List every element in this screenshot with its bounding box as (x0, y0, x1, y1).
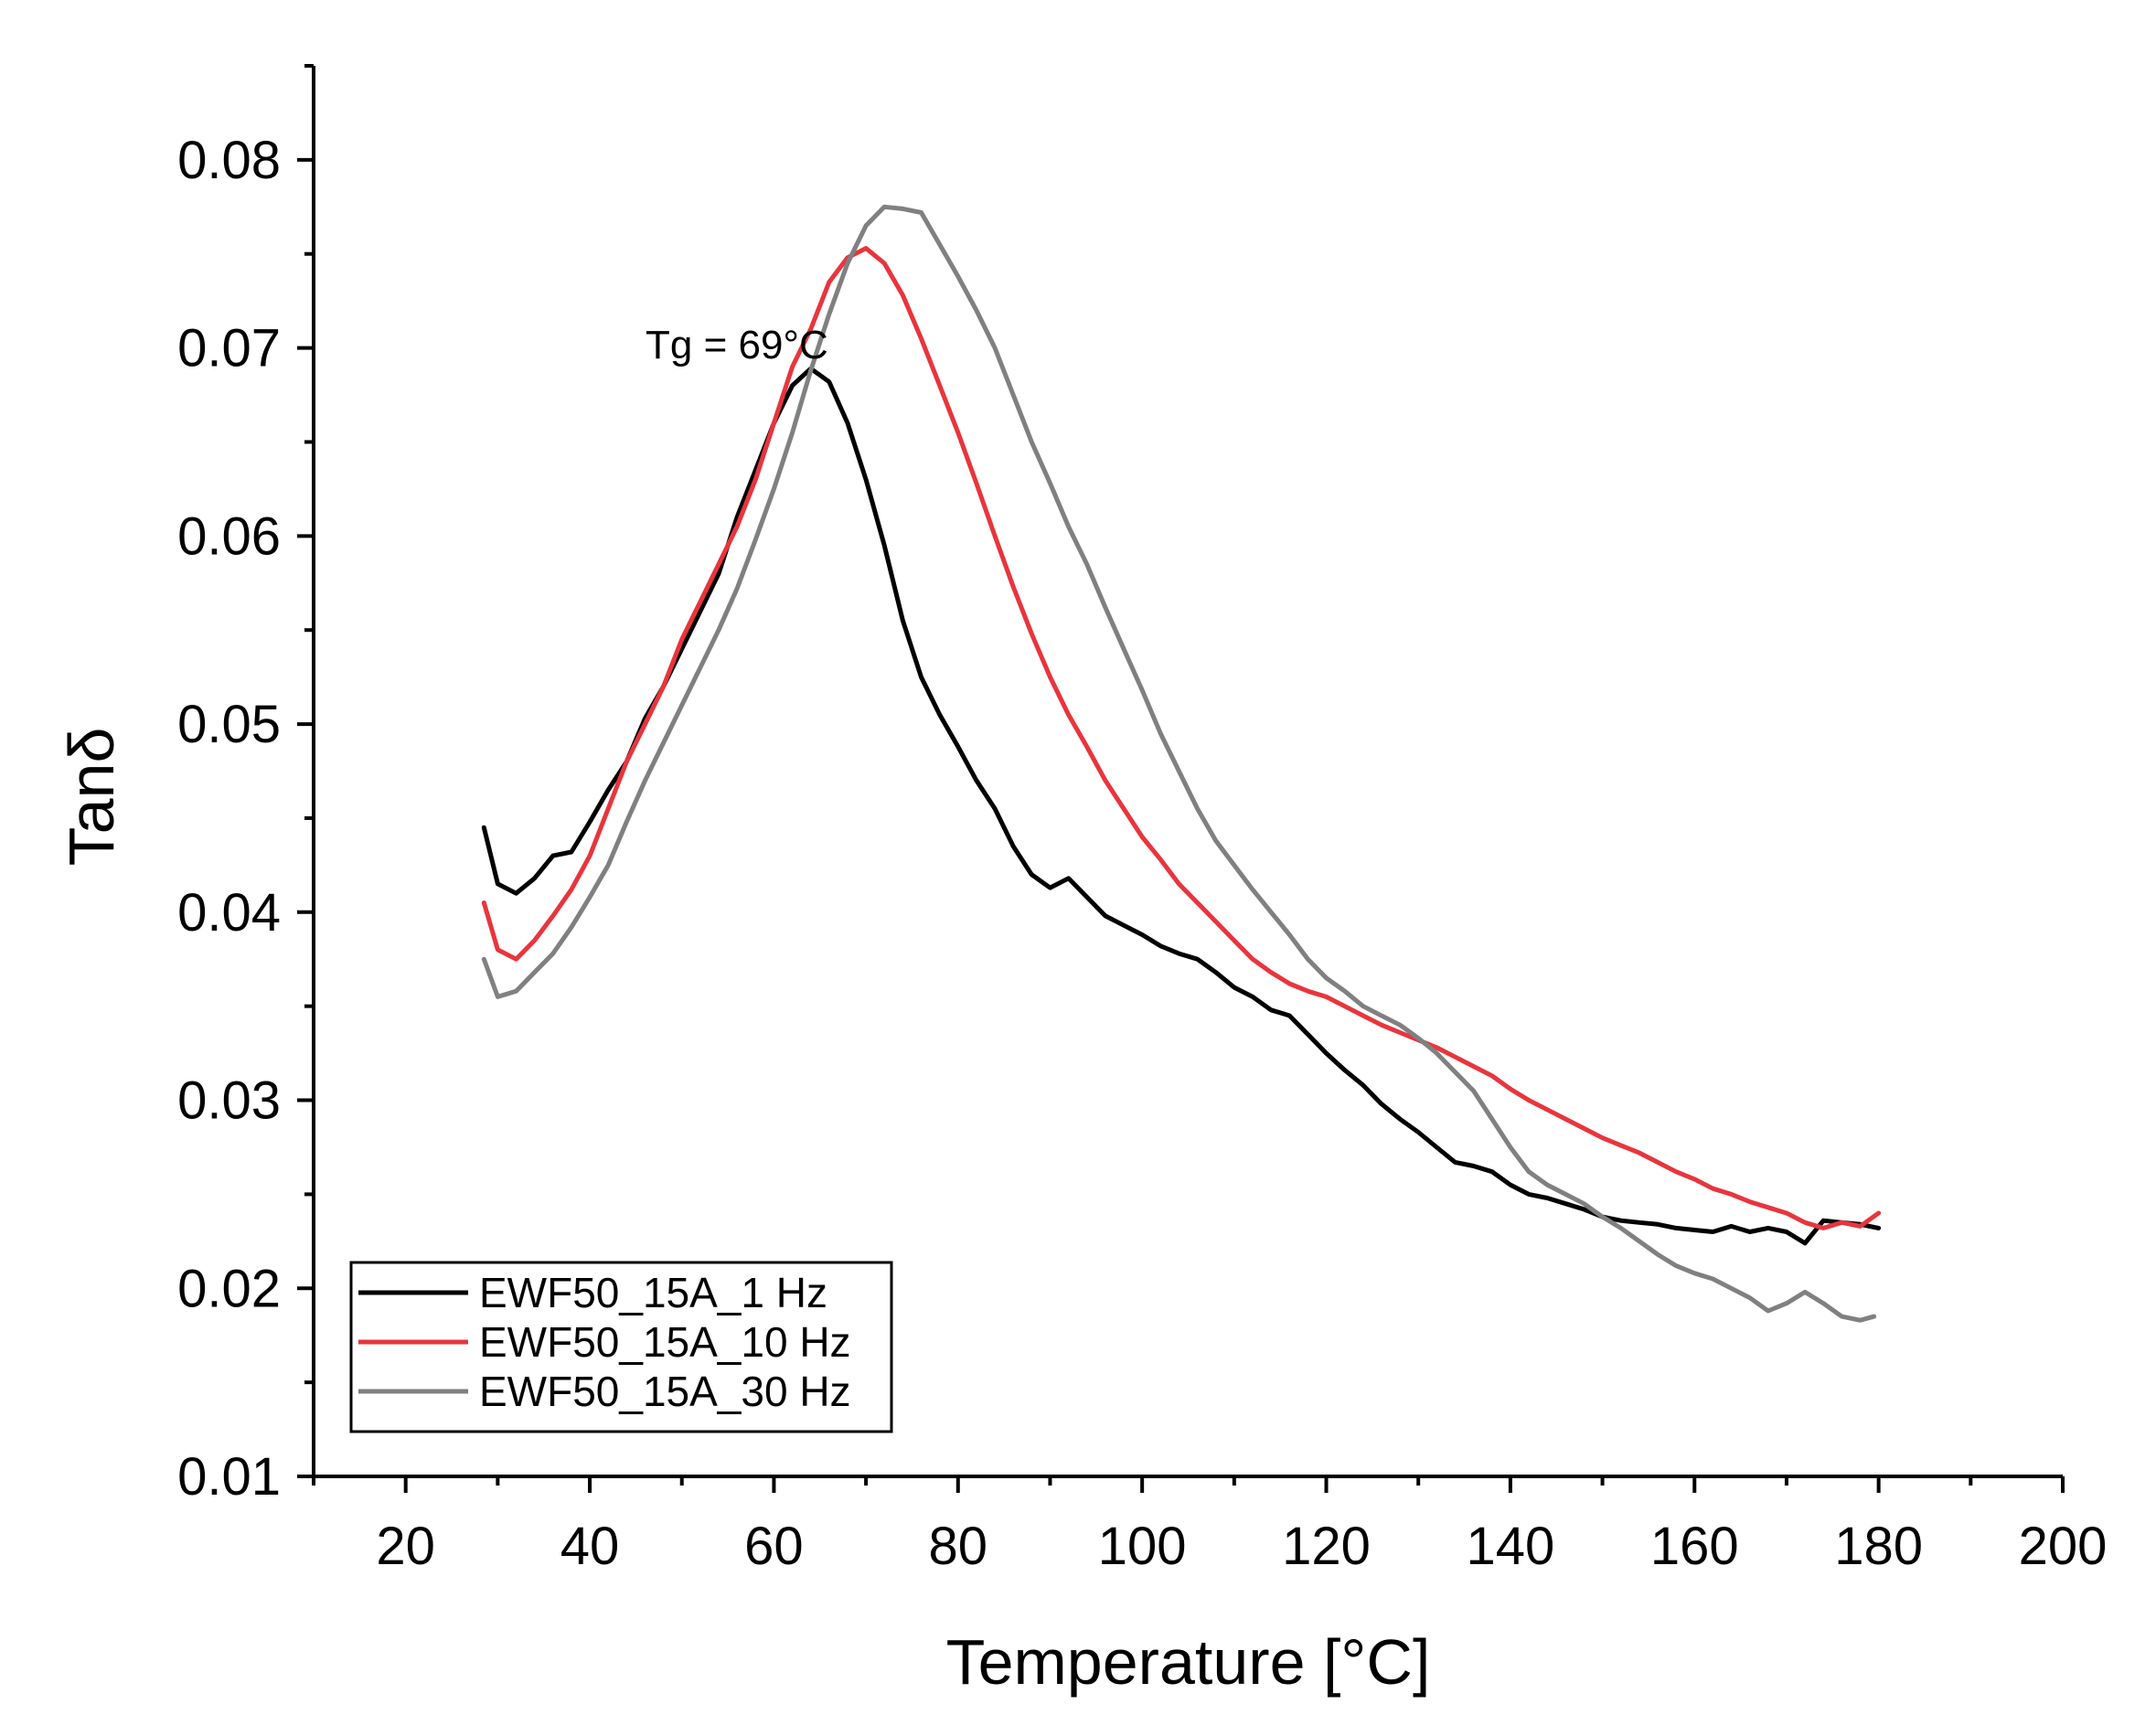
x-tick-label: 180 (1834, 1517, 1923, 1576)
x-axis-ticks: 20 40 60 80 100 120 140 160 180 200 (312, 1476, 2108, 1576)
legend-label-30hz: EWF50_15A_30 Hz (479, 1368, 851, 1415)
y-tick-label: 0.03 (177, 1071, 281, 1131)
x-tick-label: 160 (1650, 1517, 1739, 1576)
tg-annotation: Tg = 69°C (646, 323, 828, 367)
y-tick-label: 0.06 (177, 506, 281, 566)
y-axis-title: Tanδ (56, 728, 127, 867)
y-tick-label: 0.01 (177, 1447, 281, 1507)
x-tick-label: 20 (376, 1517, 435, 1576)
series-line-2 (481, 246, 1882, 1230)
x-tick-label: 100 (1098, 1517, 1187, 1576)
series-line-1 (481, 366, 1882, 1246)
chart-series (481, 204, 1882, 1323)
x-tick-label: 200 (2019, 1517, 2108, 1576)
x-tick-label: 120 (1282, 1517, 1371, 1576)
x-tick-label: 60 (744, 1517, 804, 1576)
y-tick-label: 0.07 (177, 319, 281, 378)
legend: EWF50_15A_1 Hz EWF50_15A_10 Hz EWF50_15A… (349, 1261, 893, 1433)
x-tick-label: 40 (560, 1517, 620, 1576)
legend-label-1hz: EWF50_15A_1 Hz (479, 1269, 827, 1316)
y-axis-ticks: 0.01 0.02 0.03 0.04 0.05 0.06 0.07 0.08 (177, 64, 314, 1507)
chart-axes (312, 66, 2063, 1478)
legend-label-10hz: EWF50_15A_10 Hz (479, 1318, 851, 1366)
x-axis-title: Temperature [°C] (946, 1626, 1431, 1698)
series-line-3 (481, 204, 1877, 1323)
y-tick-label: 0.08 (177, 131, 281, 190)
x-tick-label: 140 (1467, 1517, 1555, 1576)
y-tick-label: 0.02 (177, 1259, 281, 1318)
y-tick-label: 0.04 (177, 883, 281, 943)
x-tick-label: 80 (929, 1517, 988, 1576)
y-tick-label: 0.05 (177, 695, 281, 754)
